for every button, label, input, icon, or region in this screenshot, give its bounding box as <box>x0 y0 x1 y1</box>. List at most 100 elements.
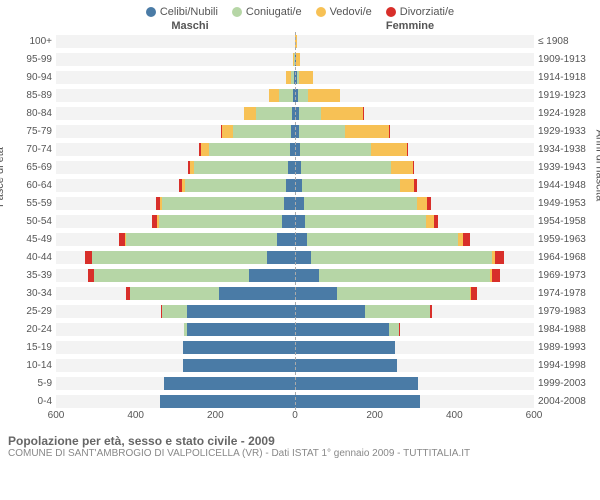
segment <box>299 107 321 121</box>
segment <box>295 359 397 373</box>
age-label: 55-59 <box>14 198 52 209</box>
segment <box>279 89 293 103</box>
birth-label: 1964-1968 <box>538 252 592 263</box>
segment <box>183 341 295 355</box>
female-bar <box>295 341 534 355</box>
segment <box>417 197 427 211</box>
birth-label: 1919-1923 <box>538 90 592 101</box>
birth-label: 2004-2008 <box>538 396 592 407</box>
segment <box>414 179 417 193</box>
birth-label: 1939-1943 <box>538 162 592 173</box>
birth-label: 1909-1913 <box>538 54 592 65</box>
header-male: Maschi <box>90 20 290 32</box>
segment <box>492 269 500 283</box>
segment <box>311 251 492 265</box>
segment <box>94 269 249 283</box>
segment <box>495 251 504 265</box>
age-label: 90-94 <box>14 72 52 83</box>
legend: Celibi/NubiliConiugati/eVedovi/eDivorzia… <box>0 0 600 20</box>
x-tick: 600 <box>526 410 543 421</box>
birth-label: 1999-2003 <box>538 378 592 389</box>
male-bar <box>56 377 295 391</box>
segment <box>299 125 345 139</box>
female-bar <box>295 287 534 301</box>
segment <box>321 107 363 121</box>
male-bar <box>56 395 295 409</box>
segment <box>345 125 389 139</box>
female-bar <box>295 179 534 193</box>
segment <box>365 305 431 319</box>
segment <box>295 287 337 301</box>
x-tick: 200 <box>366 410 383 421</box>
age-label: 100+ <box>14 36 52 47</box>
male-bar <box>56 143 295 157</box>
segment <box>295 395 420 409</box>
female-bar <box>295 125 534 139</box>
footer: Popolazione per età, sesso e stato civil… <box>0 430 600 459</box>
segment <box>277 233 295 247</box>
segment <box>389 323 399 337</box>
chart-subtitle: COMUNE DI SANT'AMBROGIO DI VALPOLICELLA … <box>8 448 592 459</box>
segment <box>295 323 389 337</box>
segment <box>305 215 426 229</box>
male-bar <box>56 179 295 193</box>
male-bar <box>56 341 295 355</box>
segment <box>187 323 295 337</box>
segment <box>162 305 188 319</box>
segment <box>400 179 414 193</box>
age-label: 45-49 <box>14 234 52 245</box>
male-bar <box>56 215 295 229</box>
female-bar <box>295 305 534 319</box>
segment <box>267 251 295 265</box>
birth-label: 1969-1973 <box>538 270 592 281</box>
female-bar <box>295 35 534 49</box>
female-bar <box>295 377 534 391</box>
segment <box>391 161 413 175</box>
female-bar <box>295 323 534 337</box>
y-left-title: Fasce di età <box>0 147 6 207</box>
male-bar <box>56 233 295 247</box>
segment <box>430 305 432 319</box>
birth-label: 1959-1963 <box>538 234 592 245</box>
age-label: 60-64 <box>14 180 52 191</box>
birth-label: 1979-1983 <box>538 306 592 317</box>
male-bar <box>56 71 295 85</box>
age-label: 40-44 <box>14 252 52 263</box>
segment <box>371 143 407 157</box>
x-tick: 600 <box>48 410 65 421</box>
age-label: 25-29 <box>14 306 52 317</box>
female-bar <box>295 395 534 409</box>
segment <box>92 251 267 265</box>
segment <box>308 89 340 103</box>
segment <box>164 377 295 391</box>
segment <box>130 287 220 301</box>
x-tick: 200 <box>207 410 224 421</box>
female-bar <box>295 233 534 247</box>
legend-swatch <box>386 7 396 17</box>
legend-swatch <box>316 7 326 17</box>
male-bar <box>56 35 295 49</box>
birth-label: 1929-1933 <box>538 126 592 137</box>
x-axis-female: 200400600 <box>295 410 534 430</box>
age-label: 65-69 <box>14 162 52 173</box>
gender-headers: Maschi Femmine <box>0 20 600 32</box>
x-axis-male: 6004002000 <box>56 410 295 430</box>
birth-label: 1954-1958 <box>538 216 592 227</box>
segment <box>295 179 302 193</box>
age-label: 20-24 <box>14 324 52 335</box>
segment <box>337 287 470 301</box>
segment <box>296 53 300 67</box>
x-axis: 6004002000 200400600 <box>56 410 534 430</box>
birth-label: 1934-1938 <box>538 144 592 155</box>
birth-label: ≤ 1908 <box>538 36 592 47</box>
female-bar <box>295 197 534 211</box>
male-bar <box>56 251 295 265</box>
segment <box>426 215 433 229</box>
male-bar <box>56 269 295 283</box>
y-right-title: Anni di nascita <box>594 130 600 202</box>
female-bar <box>295 107 534 121</box>
male-bar <box>56 89 295 103</box>
age-label: 0-4 <box>14 396 52 407</box>
segment <box>399 323 400 337</box>
age-label: 85-89 <box>14 90 52 101</box>
